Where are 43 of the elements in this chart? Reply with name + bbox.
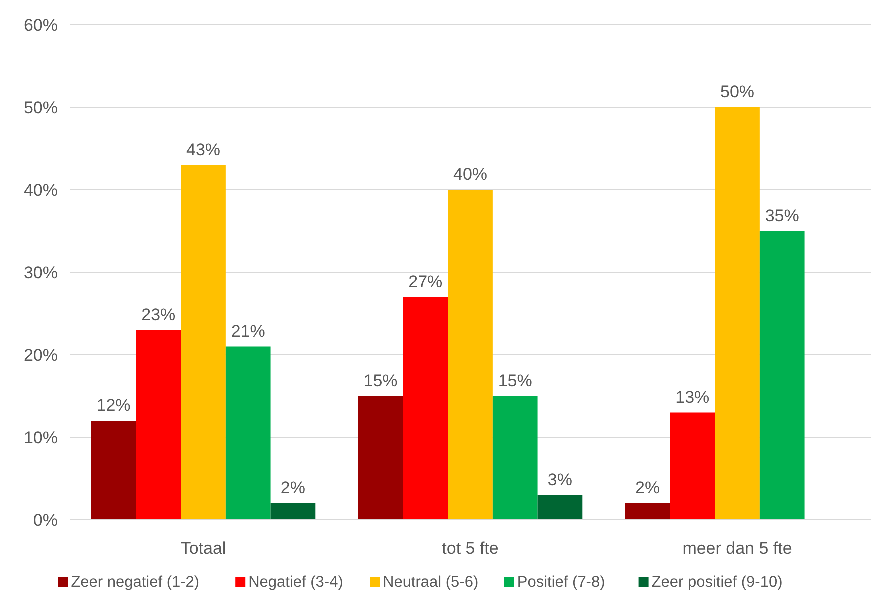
bar	[403, 297, 448, 520]
data-label: 21%	[231, 322, 266, 341]
data-label: 27%	[408, 272, 443, 292]
data-label: 15%	[498, 371, 532, 390]
data-label: 12%	[96, 396, 131, 415]
bar	[625, 504, 670, 520]
bar	[358, 396, 404, 520]
bar	[270, 504, 316, 520]
bar	[226, 346, 271, 520]
bar	[136, 330, 182, 520]
legend-label: Zeer negatief (1-2)	[71, 574, 200, 591]
data-label: 43%	[186, 140, 221, 160]
data-label: 35%	[765, 206, 800, 226]
data-label: 40%	[453, 165, 488, 184]
y-tick-label: 10%	[24, 428, 58, 448]
y-tick-label: 30%	[24, 263, 58, 282]
data-label: 50%	[720, 82, 755, 102]
y-tick-label: 0%	[33, 510, 58, 530]
data-label: 2%	[280, 478, 306, 498]
legend-label: Positief (7-8)	[517, 574, 606, 591]
legend-label: Negatief (3-4)	[248, 574, 344, 591]
bar	[181, 165, 226, 520]
y-tick-label: 50%	[24, 98, 58, 118]
x-tick-label: meer dan 5 fte	[682, 539, 792, 558]
bar	[538, 495, 583, 520]
y-tick-label: 20%	[24, 346, 58, 365]
y-tick-label: 40%	[24, 180, 58, 200]
legend-label: Zeer positief (9-10)	[652, 574, 783, 591]
data-label: 15%	[364, 371, 398, 390]
bar	[715, 108, 760, 520]
y-tick-label: 60%	[24, 16, 58, 35]
data-label: 3%	[548, 470, 572, 490]
bar	[760, 231, 805, 520]
x-tick-label: tot 5 fte	[442, 539, 499, 558]
bar	[448, 190, 493, 520]
x-tick-label: Totaal	[180, 539, 226, 558]
data-label: 13%	[676, 388, 710, 407]
bar	[670, 412, 716, 520]
bar	[492, 396, 538, 520]
data-label: 2%	[636, 478, 660, 498]
data-label: 23%	[142, 305, 176, 324]
legend-label: Neutraal (5-6)	[383, 574, 479, 591]
bar	[91, 421, 136, 520]
